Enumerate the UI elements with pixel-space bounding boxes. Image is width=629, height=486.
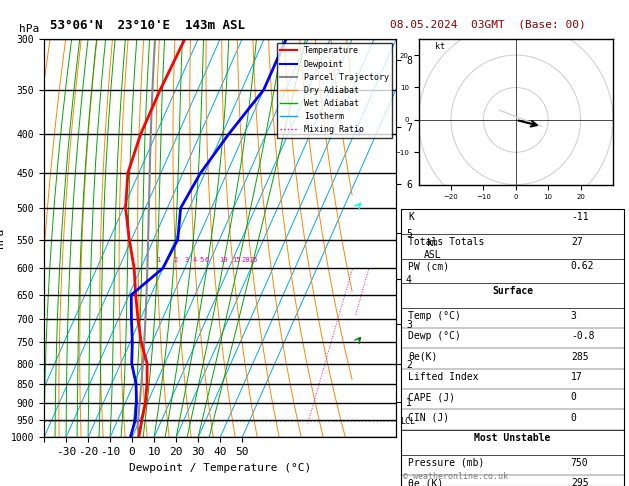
Text: LCL: LCL	[400, 417, 415, 426]
Text: Dewp (°C): Dewp (°C)	[408, 331, 461, 341]
Text: θe (K): θe (K)	[408, 478, 443, 486]
Text: 295: 295	[571, 478, 589, 486]
Text: 0.62: 0.62	[571, 261, 594, 272]
Text: 25: 25	[250, 257, 258, 263]
Text: 4: 4	[193, 257, 198, 263]
Text: θe(K): θe(K)	[408, 352, 437, 362]
Text: CAPE (J): CAPE (J)	[408, 392, 455, 402]
Text: CIN (J): CIN (J)	[408, 413, 449, 423]
Text: © weatheronline.co.uk: © weatheronline.co.uk	[403, 472, 508, 481]
Text: 15: 15	[232, 257, 240, 263]
Text: 17: 17	[571, 372, 582, 382]
Text: Lifted Index: Lifted Index	[408, 372, 479, 382]
Text: Temp (°C): Temp (°C)	[408, 311, 461, 321]
Text: -11: -11	[571, 212, 589, 222]
Text: 750: 750	[571, 458, 589, 468]
Text: PW (cm): PW (cm)	[408, 261, 449, 272]
Text: kt: kt	[435, 42, 445, 51]
Text: 3: 3	[571, 311, 577, 321]
Text: 5: 5	[199, 257, 204, 263]
Text: 20: 20	[242, 257, 250, 263]
Text: Surface: Surface	[492, 286, 533, 296]
Text: 1: 1	[156, 257, 160, 263]
Text: Totals Totals: Totals Totals	[408, 237, 484, 247]
X-axis label: Dewpoint / Temperature (°C): Dewpoint / Temperature (°C)	[129, 463, 311, 473]
Text: -0.8: -0.8	[571, 331, 594, 341]
Text: 2: 2	[174, 257, 178, 263]
Text: 6: 6	[205, 257, 209, 263]
Text: 08.05.2024  03GMT  (Base: 00): 08.05.2024 03GMT (Base: 00)	[390, 19, 586, 30]
Y-axis label: hPa: hPa	[0, 228, 5, 248]
Text: 27: 27	[571, 237, 582, 247]
Text: 53°06'N  23°10'E  143m ASL: 53°06'N 23°10'E 143m ASL	[50, 19, 245, 33]
Text: 285: 285	[571, 352, 589, 362]
Text: 10: 10	[219, 257, 227, 263]
Text: 0: 0	[571, 413, 577, 423]
Legend: Temperature, Dewpoint, Parcel Trajectory, Dry Adiabat, Wet Adiabat, Isotherm, Mi: Temperature, Dewpoint, Parcel Trajectory…	[277, 43, 392, 138]
Text: 0: 0	[571, 392, 577, 402]
Text: hPa: hPa	[19, 24, 39, 35]
Y-axis label: km
ASL: km ASL	[424, 238, 442, 260]
Text: 3: 3	[185, 257, 189, 263]
Text: Most Unstable: Most Unstable	[474, 433, 551, 443]
Text: K: K	[408, 212, 414, 222]
Text: Pressure (mb): Pressure (mb)	[408, 458, 484, 468]
